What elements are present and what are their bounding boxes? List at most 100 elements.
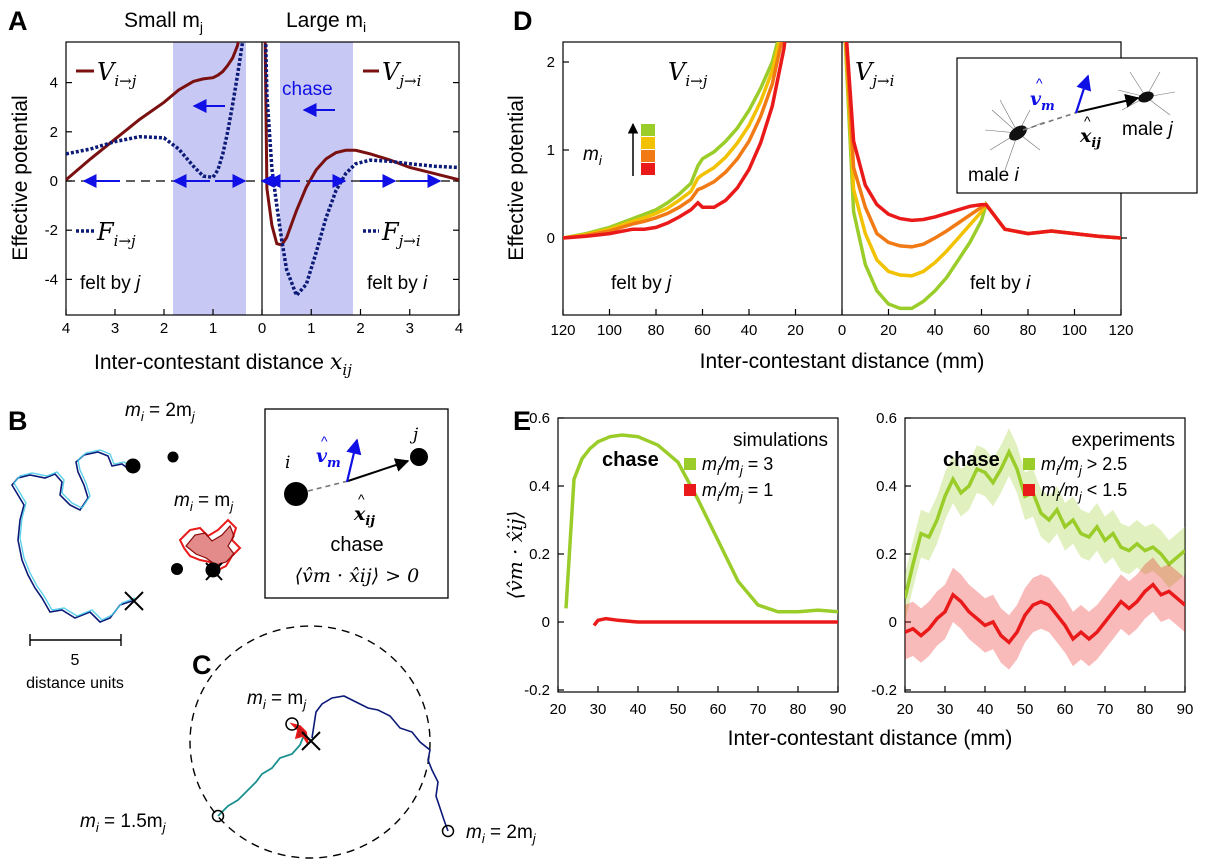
start-cross-mj (205, 562, 223, 581)
label-c-2mj: mi = 2mj (466, 822, 537, 846)
x-tick-label-e-left: 60 (710, 701, 727, 718)
chase-label-e-left: chase (602, 449, 659, 471)
legend-f-left: Fi→j (96, 218, 136, 250)
xlabel-a: Inter-contestant distance xij (94, 350, 352, 379)
force-arrows-a (82, 99, 442, 188)
panel-a: A Small mj Large mi 4 3 2 1 0 1 2 3 4 4 2 0 -2 -4 cha… (8, 6, 463, 379)
curves-e-right (905, 428, 1185, 670)
inset-vm-arrow (1074, 74, 1092, 114)
x-tick-label-e-right: 50 (1017, 701, 1034, 718)
x-tick-label-d: 40 (927, 322, 944, 339)
inset-male-j: male j (1122, 119, 1173, 140)
y-tick-label-e-right: -0.2 (871, 682, 897, 699)
inset-label-j: j (409, 425, 419, 445)
start-circle-15mj (211, 809, 225, 823)
title-large-mi: Large mi (286, 9, 366, 35)
y-tick-label-e-right: 0.2 (876, 546, 897, 563)
x-tick-label-e-right: 60 (1057, 701, 1074, 718)
y-tick-label-a: 2 (50, 124, 58, 141)
x-tick-label-e-left: 70 (750, 701, 767, 718)
x-tick-label-a: 2 (356, 320, 364, 337)
fly-j-body (1138, 91, 1154, 103)
label-v-i-j-d: Vi→j (668, 58, 708, 90)
inset-xij-arrow (1077, 94, 1140, 113)
x-tick-label-d: 80 (648, 322, 665, 339)
x-tick-label-e-left: 20 (550, 701, 567, 718)
label-c-15mj: mi = 1.5mj (80, 811, 167, 835)
curve-d-left-orange (563, 42, 784, 240)
y-tick-label-a: -4 (45, 271, 58, 288)
panel-b: B mi = 2mj mi = mj 5 distance units i j (8, 400, 449, 692)
title-mj: mi = mj (174, 490, 234, 514)
y-tick-label-a: 0 (50, 173, 58, 190)
x-tick-label-e-right: 20 (897, 701, 914, 718)
curve-f-i-to-j (66, 42, 245, 180)
curve-e-exp-1 (905, 582, 1185, 645)
ylabel-e: ⟨v̂m · x̂ij⟩ (503, 511, 527, 600)
x-tick-label-a: 3 (111, 320, 119, 337)
curves-e-left (564, 433, 838, 627)
start-circle-2mj (441, 824, 455, 838)
curve-v-i-to-j (66, 42, 240, 181)
curve-d-left-yellow (563, 42, 782, 240)
band-e-exp-1 (905, 557, 1185, 670)
marker-i-2mj (125, 458, 141, 474)
inset-vm-label: vm (1030, 88, 1055, 114)
y-tick-label-e-left: 0 (542, 614, 550, 631)
y-tick-label-e-right: 0.6 (876, 410, 897, 427)
x-tick-label-e-left: 30 (590, 701, 607, 718)
y-tick-label-a: -2 (45, 222, 58, 239)
inset-dashed-link (1022, 111, 1079, 131)
legend-text-e-left-1: mi/mj = 1 (702, 480, 773, 504)
felt-by-j-a: felt by j (80, 273, 141, 294)
panel-label-e: E (513, 406, 531, 436)
chase-label-e-right: chase (943, 449, 1000, 471)
legend-title-experiments: experiments (1072, 430, 1176, 451)
x-tick-label-e-left: 80 (790, 701, 807, 718)
scale-value: 5 (71, 652, 80, 669)
x-tick-label-a: 1 (209, 320, 217, 337)
x-tick-label-a: 3 (406, 320, 414, 337)
inset-b-vm-hat: ^ (321, 433, 328, 449)
axes-frame-e-left (557, 417, 839, 693)
fly-i-body (1009, 125, 1027, 141)
legend-text-e-right-1: mi/mj < 1.5 (1041, 480, 1127, 504)
x-tick-label-e-right: 90 (1177, 701, 1194, 718)
felt-by-j-d: felt by j (611, 273, 672, 294)
x-tick-label-e-right: 70 (1097, 701, 1114, 718)
y-tick-label-e-left: 0.4 (529, 478, 550, 495)
legend-swatch-e-left-0 (684, 458, 696, 470)
curve-e-sim-1 (592, 616, 838, 627)
marker-j-mj (171, 563, 183, 575)
x-tick-label-e-left: 50 (670, 701, 687, 718)
y-tick-label-d: 0 (547, 230, 555, 247)
trajectory-2mj-cyan (13, 449, 136, 621)
chase-label-a: chase (282, 79, 333, 100)
inset-b-xij-label: xij (353, 503, 375, 529)
inset-b-formula: ⟨v̂m · x̂ij⟩ > 0 (295, 565, 419, 587)
trajectory-mj (178, 518, 242, 572)
legend-text-e-right-0: mi/mj > 2.5 (1041, 454, 1127, 478)
x-tick-label-e-right: 40 (977, 701, 994, 718)
panel-e: E 20 30 40 50 60 70 80 90 20 30 40 50 60 70 80 90 0.6 0.6… (503, 406, 1193, 750)
inset-agent-i (284, 482, 308, 506)
x-tick-label-a: 0 (258, 320, 266, 337)
legend-color-stack (641, 124, 655, 175)
x-tick-label-e-right: 80 (1137, 701, 1154, 718)
ylabel-a: Effective potential (9, 95, 32, 260)
trajectory-mj-dark (185, 524, 235, 566)
legend-title-simulations: simulations (733, 430, 828, 451)
start-circle-mj (285, 717, 299, 731)
y-tick-label-a: 4 (50, 75, 58, 92)
scale-unit: distance units (26, 675, 124, 692)
curve-e-sim-0 (564, 433, 838, 614)
legend-swatch-e-left-1 (684, 484, 696, 496)
trajectory-15mj-c (217, 733, 311, 817)
curve-e-exp-0 (905, 447, 1185, 599)
panel-label-c: C (192, 650, 212, 680)
curve-d-left-red (563, 42, 787, 240)
panel-label-a: A (8, 6, 28, 36)
axis-ticks-d: 120 100 80 60 40 20 0 20 40 60 80 100 120 2 1 0 (547, 54, 1134, 339)
inset-b: i j vm ^ xij ^ chase ⟨v̂m · x̂ij⟩ > 0 (264, 408, 449, 599)
